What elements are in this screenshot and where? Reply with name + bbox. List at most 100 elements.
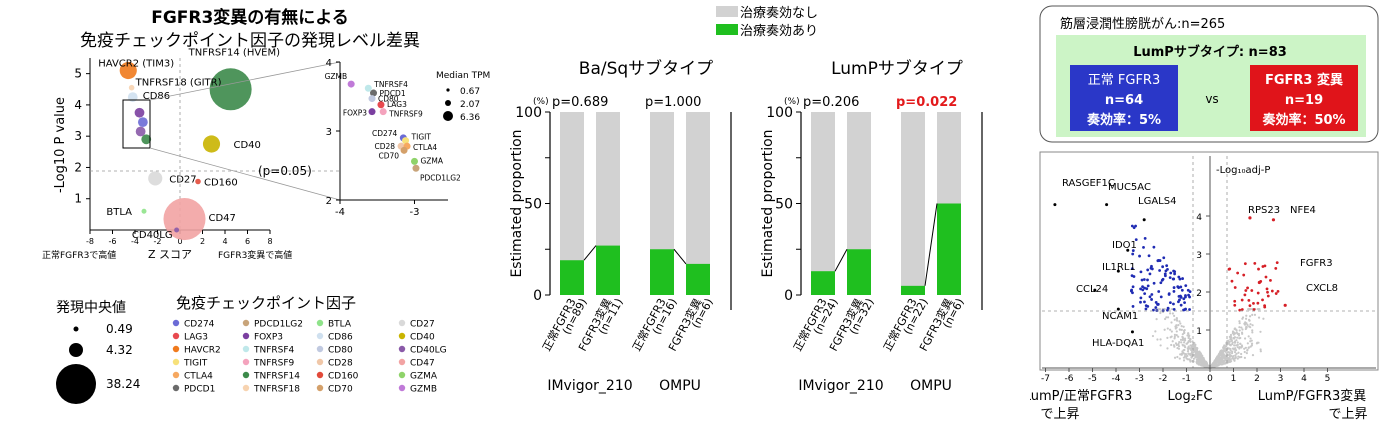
rv-point-down bbox=[1138, 254, 1141, 258]
factor-legend-dot bbox=[398, 384, 406, 392]
rv-point-ns bbox=[1168, 312, 1172, 315]
rv-point-ns bbox=[1230, 336, 1233, 339]
factor-legend-label: PDCD1LG2 bbox=[254, 320, 303, 330]
rv-point-down bbox=[1171, 277, 1175, 281]
factor-legend-label: CD70 bbox=[328, 385, 353, 395]
rv-point-ns bbox=[1227, 361, 1230, 364]
volcano-point bbox=[141, 208, 147, 214]
rv-point-ns bbox=[1154, 330, 1157, 333]
rv-point-ns bbox=[1244, 327, 1247, 331]
rv-gene-label-up: CXCL8 bbox=[1306, 283, 1338, 294]
rv-point-ns bbox=[1223, 359, 1226, 362]
rv-point-down bbox=[1183, 301, 1186, 305]
rv-point-down bbox=[1173, 270, 1177, 274]
rv-point-down bbox=[1158, 259, 1162, 262]
zoom-point-label: TIGIT bbox=[411, 133, 432, 142]
rv-point-up bbox=[1246, 286, 1249, 290]
rv-point-down bbox=[1178, 277, 1182, 281]
rv-point-down bbox=[1159, 295, 1163, 299]
rv-point-down bbox=[1188, 308, 1191, 311]
left-x-tick: -2 bbox=[154, 237, 162, 246]
rv-point-ns bbox=[1246, 323, 1249, 326]
rv-point-ns bbox=[1178, 320, 1181, 323]
rv-point-down bbox=[1186, 288, 1190, 292]
rv-point-ns bbox=[1234, 332, 1237, 335]
rv-gene-label-up: FGFR3 bbox=[1300, 258, 1333, 269]
factor-legend-dot bbox=[398, 332, 406, 340]
factor-legend-dot bbox=[172, 371, 180, 379]
volcano-point bbox=[137, 117, 148, 128]
bar-y-tick: 50 bbox=[524, 197, 542, 213]
rv-point-ns bbox=[1243, 322, 1246, 325]
rv-point-ns bbox=[1216, 358, 1220, 361]
left-x-tick: -6 bbox=[109, 237, 117, 246]
rv-point-down bbox=[1159, 281, 1163, 285]
factor-legend-label: CD86 bbox=[328, 333, 353, 343]
zoom-selection-box bbox=[122, 99, 151, 149]
rv-point-down bbox=[1140, 278, 1144, 282]
x-left-label-1: LumP/正常FGFR3 bbox=[1030, 389, 1132, 404]
factor-legend-dot bbox=[316, 384, 324, 392]
zoom-point-label: TNFRSF4 bbox=[373, 80, 408, 89]
volcano-point-label: CD47 bbox=[209, 213, 236, 224]
rv-point-ns bbox=[1176, 355, 1179, 359]
factor-legend-dot bbox=[242, 384, 250, 392]
rv-point-ns bbox=[1173, 314, 1176, 318]
rv-point-ns bbox=[1177, 345, 1181, 348]
rv-point-down bbox=[1146, 268, 1150, 272]
rv-point-down bbox=[1161, 277, 1165, 281]
rv-point-down bbox=[1130, 267, 1134, 271]
factor-legend-label: CD40 bbox=[410, 333, 435, 343]
rv-point-ns bbox=[1234, 349, 1238, 352]
bar-panel-subtitle: LumPサブタイプ bbox=[831, 58, 963, 79]
rv-point-ns bbox=[1204, 361, 1207, 364]
normal-fgfr3-title: 正常 FGFR3 bbox=[1088, 73, 1160, 88]
rv-point-up bbox=[1252, 308, 1256, 311]
rv-point-down bbox=[1180, 288, 1184, 292]
rv-point-up bbox=[1230, 279, 1234, 283]
left-x-tick: -8 bbox=[86, 237, 94, 246]
rv-point-down bbox=[1168, 301, 1172, 304]
factor-legend-dot bbox=[316, 319, 324, 327]
rv-x-tick: -6 bbox=[1065, 374, 1074, 384]
normal-fgfr3-rate: 奏効率：5% bbox=[1086, 112, 1161, 128]
volcano-point-label: CD86 bbox=[143, 91, 170, 102]
zoom-point-label: PDCD1LG2 bbox=[420, 173, 461, 182]
rv-point-ns bbox=[1194, 346, 1198, 350]
factor-legend-dot bbox=[172, 319, 180, 327]
left-x-tick: 0 bbox=[177, 237, 182, 246]
dataset-label: IMvigor_210 bbox=[547, 378, 632, 394]
dataset-label: IMvigor_210 bbox=[798, 378, 883, 394]
rv-point-ns bbox=[1166, 336, 1169, 339]
rv-point-ns bbox=[1197, 363, 1200, 366]
p-value: p=1.000 bbox=[645, 95, 701, 110]
rv-point-ns bbox=[1219, 349, 1223, 352]
rv-point-ns bbox=[1183, 355, 1187, 358]
rv-point-ns bbox=[1158, 308, 1162, 311]
rv-point-ns bbox=[1232, 337, 1236, 340]
rv-x-tick: -7 bbox=[1041, 374, 1050, 384]
x-left-label-2: で上昇 bbox=[1040, 407, 1079, 422]
rv-point-ns bbox=[1239, 342, 1242, 346]
rv-point-down bbox=[1146, 278, 1149, 282]
rv-point-ns bbox=[1217, 355, 1220, 358]
bar-connector bbox=[834, 249, 848, 272]
rv-point-ns bbox=[1219, 362, 1222, 365]
rv-point-ns bbox=[1180, 325, 1183, 328]
zoom-point-label: LAG3 bbox=[387, 100, 407, 109]
bar-response bbox=[560, 260, 584, 295]
rv-point-ns bbox=[1159, 344, 1162, 347]
rv-point-ns bbox=[1180, 328, 1183, 331]
factor-legend-dot bbox=[316, 332, 324, 340]
rv-point-down bbox=[1139, 287, 1142, 291]
rv-point-ns bbox=[1190, 344, 1193, 347]
zoom-point-label: CD28 bbox=[375, 142, 396, 151]
rv-gene-label-down: LGALS4 bbox=[1138, 196, 1176, 207]
rv-point-up bbox=[1264, 275, 1268, 279]
p-value: p=0.689 bbox=[552, 95, 608, 110]
rv-point-ns bbox=[1205, 365, 1209, 368]
rv-point-ns bbox=[1178, 357, 1181, 360]
rv-point-ns bbox=[1256, 308, 1260, 311]
factor-legend-label: FOXP3 bbox=[254, 333, 283, 343]
